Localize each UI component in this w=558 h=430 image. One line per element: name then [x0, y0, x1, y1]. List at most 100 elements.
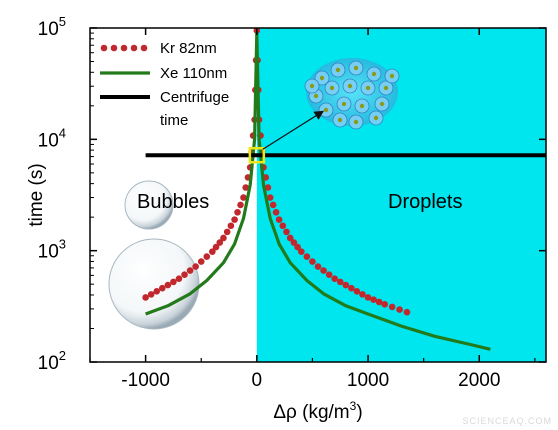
x-tick-label: 2000	[458, 370, 500, 391]
kr-data-point	[234, 208, 241, 216]
y-tick-label: 103	[38, 237, 66, 263]
cluster-core	[309, 83, 315, 89]
kr-data-point	[242, 184, 250, 191]
nanoparticle-cluster-illustration	[304, 58, 400, 130]
y-tick-label: 104	[38, 125, 66, 151]
kr-data-point	[220, 234, 227, 242]
cluster-core	[313, 93, 319, 99]
kr-data-point	[331, 275, 338, 283]
kr-data-point	[359, 291, 366, 298]
kr-data-point	[298, 248, 305, 255]
kr-data-point	[342, 281, 350, 289]
kr-data-point	[303, 253, 311, 260]
cluster-core	[383, 85, 389, 91]
cluster-core	[373, 115, 379, 121]
kr-data-point	[209, 248, 216, 255]
cluster-core	[347, 83, 353, 89]
kr-data-point	[240, 194, 247, 201]
kr-data-point	[142, 294, 149, 301]
kr-data-point	[223, 228, 231, 236]
kr-data-point	[192, 263, 199, 270]
kr-data-point	[197, 258, 205, 265]
cluster-core	[335, 67, 341, 73]
pointer-arrow	[262, 110, 325, 150]
cluster-core	[389, 73, 395, 79]
kr-data-point	[237, 201, 244, 209]
cluster-core	[359, 103, 365, 109]
kr-data-point	[309, 258, 316, 265]
bubble-large	[108, 238, 200, 330]
kr-data-point	[403, 308, 411, 316]
cluster-core	[319, 75, 325, 81]
legend-label: Centrifuge	[160, 89, 229, 106]
kr-data-point	[164, 281, 172, 289]
y-tick-label: 102	[38, 348, 66, 374]
kr-data-point	[320, 267, 327, 274]
kr-data-point	[231, 216, 238, 223]
kr-data-point	[181, 271, 188, 278]
kr-data-point	[396, 306, 403, 313]
cluster-core	[353, 65, 359, 71]
bubble-illustrations	[108, 180, 200, 330]
kr-data-point	[147, 291, 155, 298]
series-layer	[142, 28, 546, 351]
kr-data-point	[153, 287, 161, 295]
kr-data-point	[272, 208, 280, 216]
x-tick-label: 1000	[347, 370, 389, 391]
kr-data-point	[375, 298, 383, 306]
x-axis-title: Δρ (kg/m3)	[273, 399, 362, 423]
axis-layer: -1000 0 1000 2000 102 103 104 105	[38, 14, 546, 391]
kr-data-point	[269, 201, 277, 209]
legend-label: Kr 82nm	[160, 40, 217, 57]
kr-data-point	[314, 263, 322, 270]
kr-data-point	[227, 222, 235, 230]
kr-data-point	[290, 239, 298, 246]
kr-data-point	[294, 243, 301, 251]
kr-data-point	[158, 284, 166, 292]
watermark: SCIENCEAQ.COM	[462, 416, 552, 426]
kr-data-point	[275, 216, 283, 223]
y-tick-label: 105	[38, 14, 66, 40]
kr-data-point	[264, 184, 272, 191]
plot-frame	[89, 27, 547, 363]
kr-data-point	[175, 275, 183, 283]
kr-data-point	[203, 253, 211, 260]
kr-data-point	[283, 228, 290, 236]
legend-swatch-kr	[140, 44, 148, 52]
x-tick-label: 0	[252, 370, 263, 391]
kr-data-point	[388, 303, 396, 311]
legend-swatch-kr	[100, 44, 108, 52]
kr-data-point	[381, 300, 389, 308]
kr-data-point	[212, 243, 220, 251]
intersection-highlight	[248, 146, 266, 164]
cluster-core	[379, 101, 385, 107]
kr-data-point	[348, 284, 355, 292]
kr-data-point	[186, 267, 194, 274]
legend-swatch-kr	[130, 44, 138, 52]
kr-data-point	[336, 278, 344, 286]
legend-label: Xe 110nm	[160, 65, 227, 82]
kr-data-point	[170, 278, 177, 286]
kr-data-point	[370, 296, 377, 304]
x-tick-label: -1000	[121, 370, 170, 391]
bubbles-region-label: Bubbles	[137, 191, 209, 213]
y-axis-title: time (s)	[26, 163, 47, 226]
cluster-core	[371, 71, 377, 77]
cluster-core	[341, 101, 347, 107]
kr-data-point	[286, 234, 294, 242]
kr-data-point	[216, 239, 224, 246]
kr-data-point	[266, 194, 274, 201]
cluster-core	[323, 107, 329, 113]
legend-swatch-kr	[110, 44, 118, 52]
kr-data-point	[325, 271, 333, 278]
cluster-core	[329, 85, 335, 91]
legend-label-line2: time	[160, 112, 188, 129]
bubble-small	[124, 180, 174, 230]
kr-data-point	[279, 222, 287, 230]
droplets-region-label: Droplets	[388, 191, 462, 213]
xe-series-line	[145, 31, 491, 351]
kr-data-point	[353, 287, 361, 295]
cluster-core	[353, 119, 359, 125]
legend: Kr 82nm Xe 110nm Centrifuge time	[100, 40, 229, 129]
